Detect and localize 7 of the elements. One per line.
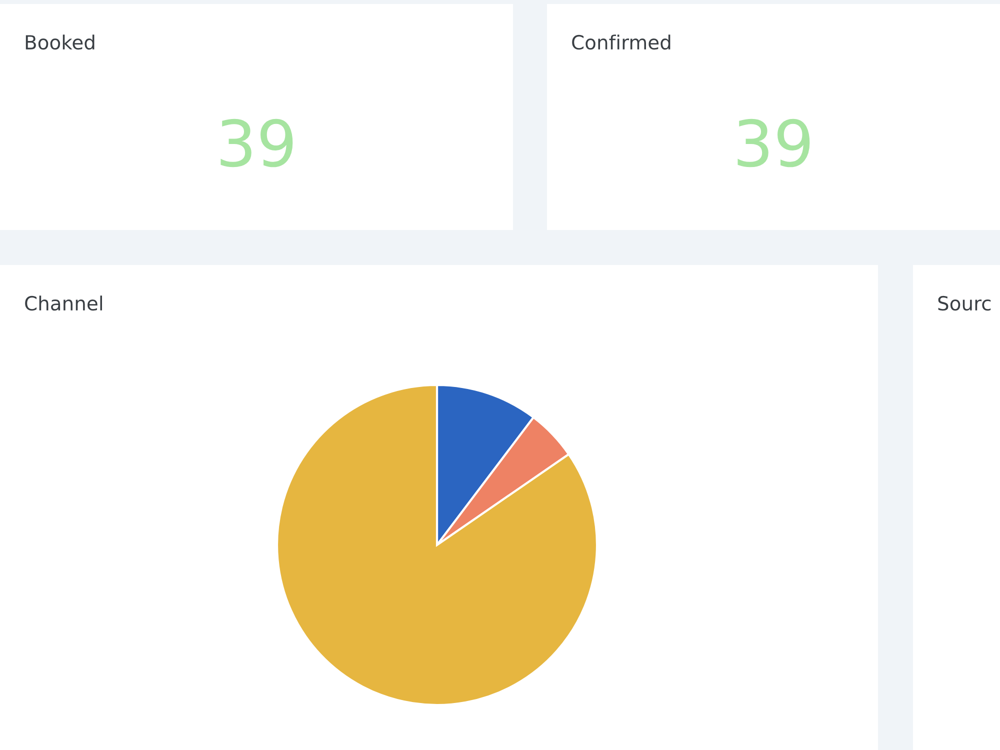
text: Sourc: [938, 296, 991, 311]
pie-slice: [276, 384, 598, 706]
text: 39: [738, 118, 810, 168]
text: 39: [220, 118, 293, 168]
text: Booked: [26, 34, 94, 50]
text: Confirmed: [572, 34, 670, 50]
text: Channel: [25, 296, 102, 311]
